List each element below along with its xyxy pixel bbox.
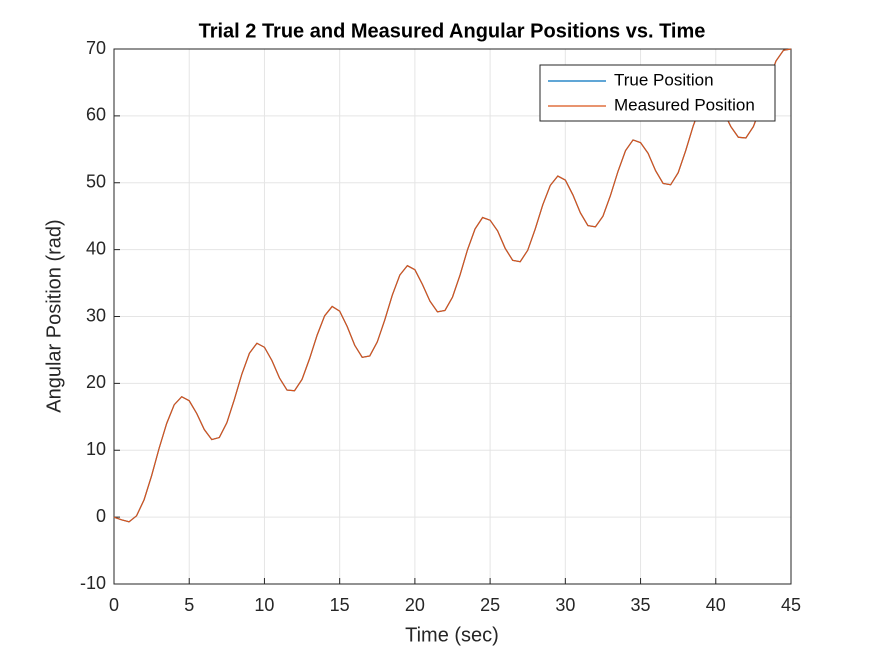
legend-label: Measured Position (614, 95, 755, 114)
x-tick-label: 35 (631, 595, 651, 615)
y-tick-label: 60 (86, 105, 106, 125)
x-tick-label: 30 (555, 595, 575, 615)
y-tick-label: 40 (86, 238, 106, 258)
x-axis-label: Time (sec) (405, 624, 499, 646)
legend-label: True Position (614, 70, 714, 89)
legend-box (539, 64, 776, 122)
x-tick-label: 5 (184, 595, 194, 615)
data-line (113, 48, 792, 523)
y-tick-label: 30 (86, 305, 106, 325)
y-axis-label: Angular Position (rad) (43, 219, 65, 412)
y-tick-label: 10 (86, 439, 106, 459)
x-tick-label: 10 (254, 595, 274, 615)
y-tick-label: 20 (86, 372, 106, 392)
plot-frame (113, 48, 792, 585)
x-tick-label: 0 (109, 595, 119, 615)
x-tick-label: 15 (330, 595, 350, 615)
y-tick-label: 50 (86, 172, 106, 192)
chart-title: Trial 2 True and Measured Angular Positi… (199, 20, 706, 42)
x-tick-label: 40 (706, 595, 726, 615)
y-tick-label: -10 (80, 573, 106, 593)
y-tick-label: 70 (86, 38, 106, 58)
x-tick-label: 25 (480, 595, 500, 615)
x-tick-label: 45 (781, 595, 801, 615)
x-tick-label: 20 (405, 595, 425, 615)
y-tick-label: 0 (96, 506, 106, 526)
